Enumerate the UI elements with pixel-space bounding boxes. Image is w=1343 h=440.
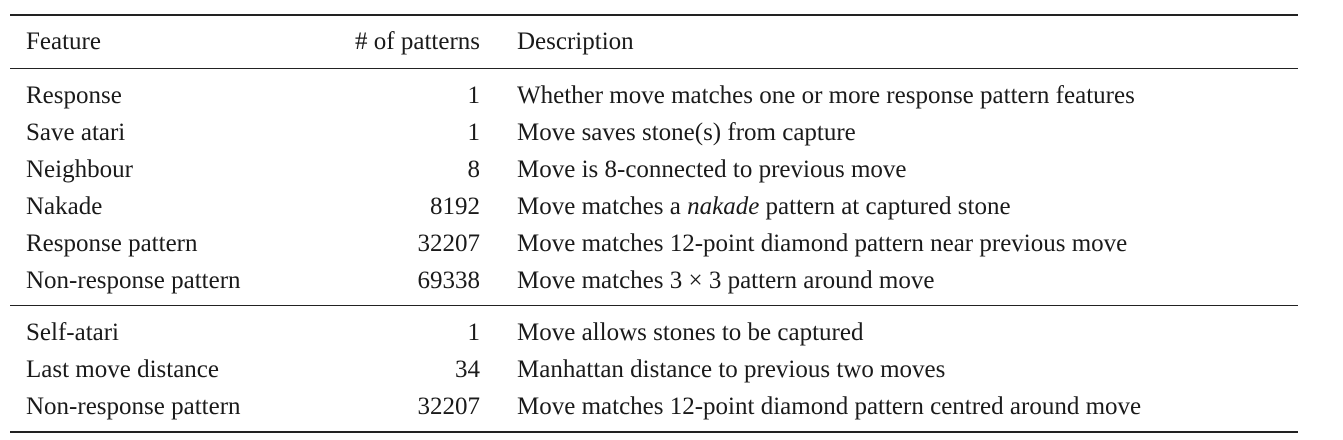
description-cell: Manhattan distance to previous two moves [517,356,946,383]
table-row: Nakade 8192 Move matches a nakade patter… [10,188,1298,225]
count-cell: 69338 [417,267,481,294]
table-row: Last move distance 34 Manhattan distance… [10,351,1298,388]
feature-cell: Last move distance [26,356,219,383]
count-cell: 1 [467,82,481,109]
group-divider-rule [10,305,1298,306]
feature-group-1: Response 1 Whether move matches one or m… [10,69,1298,305]
feature-cell: Non-response pattern [26,393,241,420]
count-cell: 32207 [417,230,481,257]
description-cell: Move matches 12-point diamond pattern ne… [517,230,1128,257]
feature-cell: Nakade [26,193,103,220]
description-cell: Move matches a nakade pattern at capture… [517,188,1011,225]
top-rule [10,14,1298,16]
description-cell: Move saves stone(s) from capture [517,119,856,146]
feature-cell: Save atari [26,119,126,146]
count-cell: 1 [467,119,481,146]
count-cell: 1 [467,319,481,346]
feature-cell: Non-response pattern [26,267,241,294]
count-cell: 8 [467,156,481,183]
header-count: # of patterns [355,28,480,55]
header-row: Feature # of patterns Description [10,16,1298,68]
description-emphasis: nakade [687,193,760,220]
feature-group-2: Self-atari 1 Move allows stones to be ca… [10,306,1298,431]
header-description: Description [517,28,634,55]
header-feature: Feature [26,28,101,55]
description-cell: Move is 8-connected to previous move [517,156,907,183]
description-cell: Move matches 12-point diamond pattern ce… [517,393,1142,420]
description-text: pattern at captured stone [759,193,1011,220]
table-row: Save atari 1 Move saves stone(s) from ca… [10,114,1298,151]
feature-cell: Self-atari [26,319,120,346]
count-cell: 34 [455,356,480,383]
bottom-rule [10,431,1298,433]
table-row: Response pattern 32207 Move matches 12-p… [10,225,1298,262]
description-cell: Move matches 3 × 3 pattern around move [517,267,935,294]
feature-cell: Response [26,82,122,109]
table-row: Neighbour 8 Move is 8-connected to previ… [10,151,1298,188]
description-cell: Whether move matches one or more respons… [517,82,1135,109]
description-text: Move matches a [517,193,688,220]
table-row: Response 1 Whether move matches one or m… [10,77,1298,114]
feature-cell: Response pattern [26,230,198,257]
count-cell: 32207 [417,393,481,420]
feature-cell: Neighbour [26,156,133,183]
table-row: Non-response pattern 32207 Move matches … [10,388,1298,425]
count-cell: 8192 [430,193,480,220]
header-rule [10,68,1298,69]
description-cell: Move allows stones to be captured [517,319,864,346]
features-table: Feature # of patterns Description Respon… [10,14,1298,433]
table-row: Self-atari 1 Move allows stones to be ca… [10,314,1298,351]
table-row: Non-response pattern 69338 Move matches … [10,262,1298,299]
